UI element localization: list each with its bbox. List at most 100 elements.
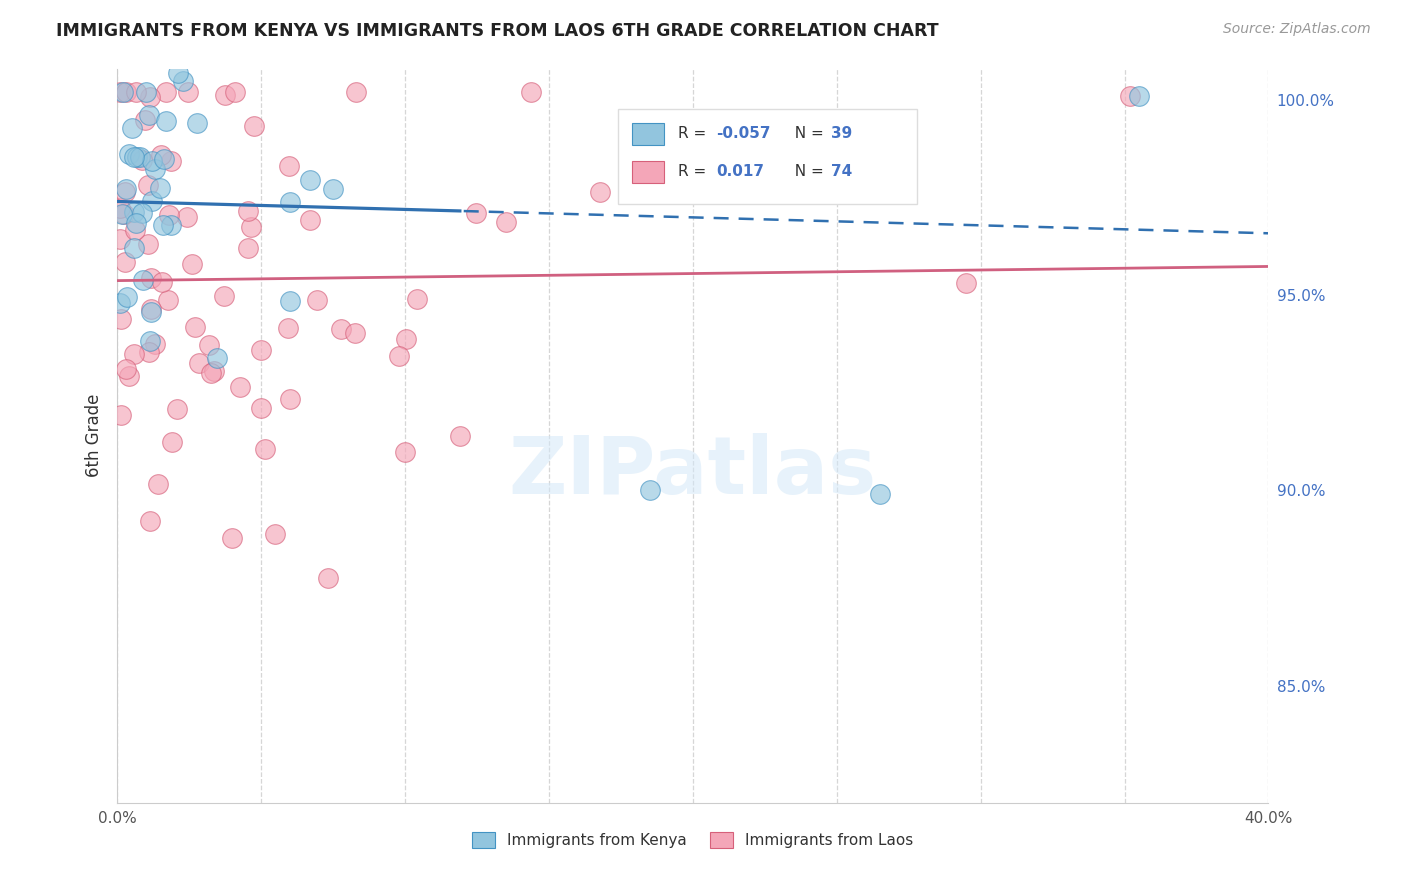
- Point: [114, 182, 136, 196]
- Point: [124, 205, 146, 219]
- Point: [344, 326, 367, 341]
- Point: [139, 301, 162, 316]
- Text: 0.017: 0.017: [716, 164, 763, 178]
- Point: [316, 571, 339, 585]
- Text: Source: ZipAtlas.com: Source: ZipAtlas.com: [1223, 22, 1371, 37]
- Point: [139, 334, 162, 348]
- Point: [149, 180, 172, 194]
- Point: [124, 347, 146, 361]
- Point: [124, 223, 146, 237]
- Point: [134, 113, 156, 128]
- Point: [160, 434, 183, 449]
- Point: [277, 321, 299, 335]
- Y-axis label: 6th Grade: 6th Grade: [86, 394, 103, 477]
- Point: [298, 173, 321, 187]
- Point: [394, 445, 416, 459]
- Point: [129, 150, 152, 164]
- Point: [202, 364, 225, 378]
- Point: [155, 114, 177, 128]
- Point: [108, 201, 131, 215]
- Point: [115, 85, 138, 99]
- Point: [181, 257, 204, 271]
- Point: [108, 232, 131, 246]
- Point: [307, 293, 329, 307]
- Point: [139, 515, 162, 529]
- Text: N =: N =: [785, 126, 828, 141]
- Point: [186, 116, 208, 130]
- Point: [589, 185, 612, 199]
- Point: [221, 532, 243, 546]
- Point: [135, 85, 157, 99]
- Point: [387, 349, 409, 363]
- Point: [143, 337, 166, 351]
- Point: [114, 255, 136, 269]
- Point: [146, 477, 169, 491]
- Point: [108, 295, 131, 310]
- Point: [114, 185, 136, 199]
- Point: [264, 526, 287, 541]
- Point: [139, 305, 162, 319]
- Point: [214, 87, 236, 102]
- Text: IMMIGRANTS FROM KENYA VS IMMIGRANTS FROM LAOS 6TH GRADE CORRELATION CHART: IMMIGRANTS FROM KENYA VS IMMIGRANTS FROM…: [56, 22, 939, 40]
- FancyBboxPatch shape: [631, 161, 664, 183]
- Text: R =: R =: [678, 164, 711, 178]
- Point: [141, 194, 163, 208]
- Point: [112, 207, 135, 221]
- Point: [229, 380, 252, 394]
- Point: [118, 147, 141, 161]
- Point: [239, 220, 262, 235]
- Point: [344, 85, 367, 99]
- Point: [177, 85, 200, 99]
- Point: [955, 277, 977, 291]
- Text: ZIPatlas: ZIPatlas: [509, 434, 877, 511]
- Point: [111, 85, 134, 99]
- Point: [299, 213, 322, 227]
- Text: N =: N =: [785, 164, 828, 178]
- Point: [278, 392, 301, 407]
- Point: [125, 216, 148, 230]
- Point: [138, 344, 160, 359]
- Point: [224, 85, 246, 99]
- Point: [155, 85, 177, 99]
- Point: [131, 206, 153, 220]
- Point: [449, 429, 471, 443]
- Point: [111, 207, 134, 221]
- Point: [121, 120, 143, 135]
- Point: [141, 271, 163, 285]
- Point: [117, 290, 139, 304]
- Legend: Immigrants from Kenya, Immigrants from Laos: Immigrants from Kenya, Immigrants from L…: [467, 826, 920, 854]
- Text: 39: 39: [831, 126, 852, 141]
- Point: [157, 293, 180, 308]
- Point: [184, 319, 207, 334]
- Point: [205, 351, 228, 365]
- Point: [132, 273, 155, 287]
- Point: [160, 153, 183, 168]
- Point: [278, 293, 301, 308]
- Point: [138, 108, 160, 122]
- Point: [464, 206, 486, 220]
- Point: [278, 159, 301, 173]
- Point: [638, 483, 661, 498]
- Point: [108, 85, 131, 99]
- Text: R =: R =: [678, 126, 711, 141]
- Point: [330, 321, 353, 335]
- Point: [253, 442, 276, 457]
- Point: [249, 401, 271, 415]
- Point: [238, 203, 260, 218]
- Point: [166, 401, 188, 416]
- Point: [110, 312, 132, 326]
- Point: [212, 288, 235, 302]
- Point: [115, 362, 138, 376]
- Point: [520, 85, 543, 99]
- Point: [167, 65, 190, 79]
- Point: [1119, 88, 1142, 103]
- Point: [238, 241, 260, 255]
- Point: [125, 85, 148, 99]
- Point: [188, 356, 211, 370]
- FancyBboxPatch shape: [619, 109, 917, 204]
- Point: [495, 215, 517, 229]
- Point: [150, 148, 173, 162]
- Point: [141, 153, 163, 168]
- Point: [127, 150, 149, 164]
- Point: [143, 162, 166, 177]
